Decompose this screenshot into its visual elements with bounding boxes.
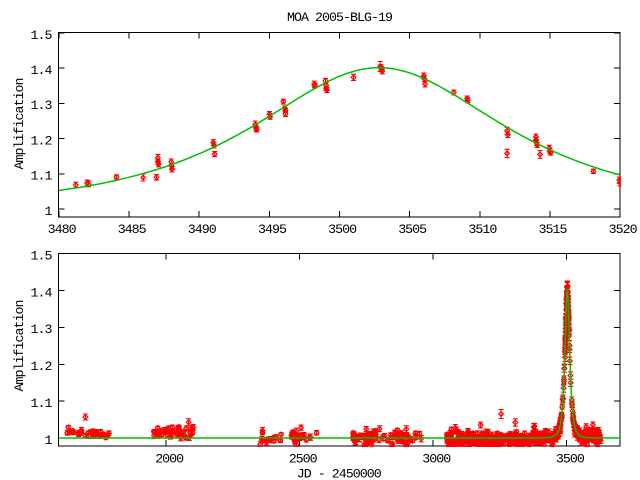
svg-text:Amplification: Amplification [12, 301, 27, 392]
svg-text:1.3: 1.3 [31, 98, 53, 113]
svg-text:1.1: 1.1 [31, 396, 53, 411]
svg-text:JD - 2450000: JD - 2450000 [297, 466, 382, 480]
svg-text:3480: 3480 [48, 222, 77, 237]
svg-text:3495: 3495 [258, 222, 287, 237]
svg-text:1.3: 1.3 [31, 322, 53, 337]
svg-text:3515: 3515 [539, 222, 568, 237]
svg-text:3490: 3490 [188, 222, 217, 237]
svg-text:1.5: 1.5 [31, 28, 53, 43]
svg-text:1.5: 1.5 [31, 249, 53, 264]
svg-text:1: 1 [45, 433, 53, 448]
svg-text:3510: 3510 [468, 222, 497, 237]
svg-text:1.4: 1.4 [31, 63, 53, 78]
svg-text:2500: 2500 [289, 451, 318, 466]
svg-text:1.2: 1.2 [31, 359, 53, 374]
svg-text:3520: 3520 [609, 222, 638, 237]
svg-text:Amplification: Amplification [12, 79, 27, 170]
svg-text:3505: 3505 [398, 222, 427, 237]
svg-text:3500: 3500 [556, 451, 585, 466]
svg-text:1.2: 1.2 [31, 133, 53, 148]
svg-text:1: 1 [45, 204, 53, 219]
svg-text:MOA 2005-BLG-19: MOA 2005-BLG-19 [287, 10, 393, 25]
svg-text:3000: 3000 [422, 451, 451, 466]
svg-text:3500: 3500 [328, 222, 357, 237]
svg-text:2000: 2000 [155, 451, 184, 466]
svg-text:3485: 3485 [118, 222, 147, 237]
svg-text:1.4: 1.4 [31, 285, 53, 300]
svg-text:1.1: 1.1 [31, 169, 53, 184]
